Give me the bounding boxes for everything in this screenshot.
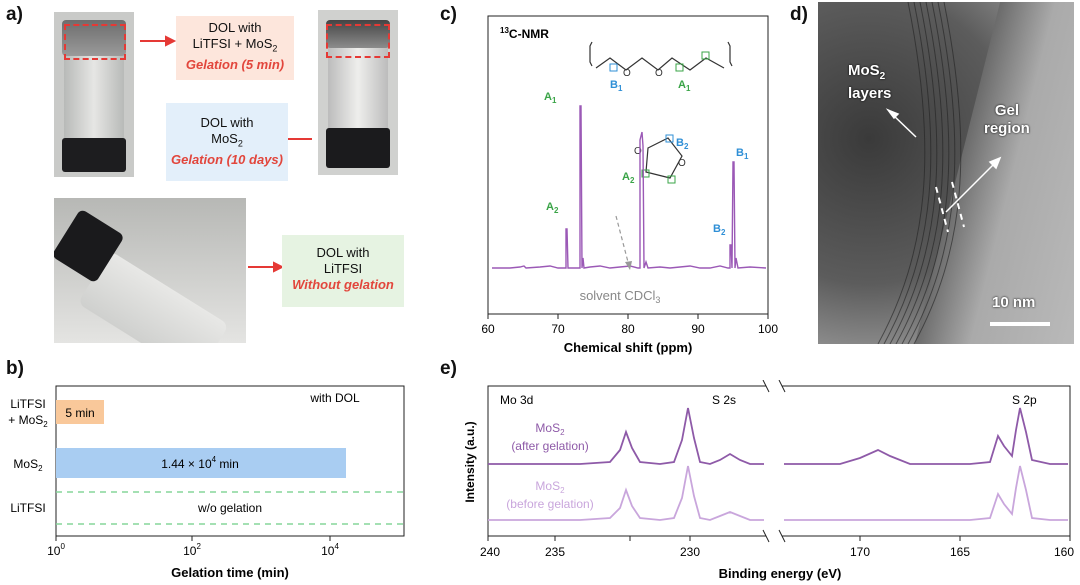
xps-after-right	[784, 407, 1068, 465]
svg-text:O: O	[655, 68, 663, 79]
svg-text:B1: B1	[736, 147, 749, 161]
b-xtick-4: 104	[321, 542, 339, 558]
b-xtick-2: 102	[183, 542, 201, 558]
svg-text:165: 165	[950, 545, 970, 559]
svg-text:Mo 3d: Mo 3d	[500, 393, 533, 407]
svg-text:60: 60	[481, 322, 495, 336]
svg-text:O: O	[623, 68, 631, 79]
svg-text:230: 230	[680, 545, 700, 559]
tem-image: MoS2 layers Gel region 10 nm	[818, 2, 1074, 344]
svg-text:(after gelation): (after gelation)	[511, 439, 588, 453]
svg-text:240: 240	[480, 545, 500, 559]
svg-text:A2: A2	[622, 171, 635, 185]
svg-text:B1: B1	[610, 79, 623, 93]
panel-a-label: a)	[6, 4, 23, 25]
svg-text:solvent CDCl3: solvent CDCl3	[580, 288, 661, 305]
b-bar3-text: w/o gelation	[197, 501, 262, 515]
bar-mos2	[56, 448, 346, 478]
svg-text:70: 70	[551, 322, 565, 336]
svg-text:O: O	[678, 158, 686, 169]
gelation-time-chart: with DOL 5 min 1.44 × 104 min w/o gelati…	[8, 385, 405, 580]
b-xtick-0: 100	[47, 542, 65, 558]
svg-text:O: O	[634, 146, 642, 157]
svg-text:Binding energy (eV): Binding energy (eV)	[719, 566, 842, 581]
b-bar1-text: 5 min	[65, 406, 94, 420]
svg-text:160: 160	[1054, 545, 1074, 559]
svg-text:A1: A1	[544, 91, 557, 105]
svg-text:B2: B2	[676, 137, 689, 151]
panel-c-label: c)	[440, 4, 457, 25]
svg-text:A1: A1	[678, 79, 691, 93]
xps-chart: 240 235 230 170 165 160 Mo 3d S 2s S 2p …	[463, 380, 1074, 581]
svg-text:100: 100	[758, 322, 778, 336]
svg-text:(before gelation): (before gelation)	[506, 497, 593, 511]
b-bar2-text: 1.44 × 104 min	[161, 455, 239, 471]
svg-text:B2: B2	[713, 223, 726, 237]
nmr-chart: 13C-NMR O O B1 A1 O O B2 A2 A2 A1 B1 B2 …	[481, 15, 778, 355]
b-xlabel: Gelation time (min)	[171, 565, 289, 580]
b-row2-label: MoS2	[13, 457, 43, 473]
dol-mos2-box: DOL with MoS2 Gelation (10 days)	[166, 103, 288, 181]
dol-litfsi-mos2-box: DOL with LiTFSI + MoS2 Gelation (5 min)	[176, 16, 294, 80]
svg-text:MoS2: MoS2	[535, 479, 565, 495]
vial-photo-litfsi-tilted	[54, 198, 246, 343]
b-row3-label: LiTFSI	[10, 501, 45, 515]
svg-text:Chemical shift (ppm): Chemical shift (ppm)	[564, 340, 693, 355]
vial-photo-mos2	[318, 10, 398, 175]
b-row1-label: LiTFSI	[10, 397, 45, 411]
b-legend: with DOL	[309, 391, 360, 405]
panel-d-label: d)	[790, 4, 808, 25]
svg-text:170: 170	[850, 545, 870, 559]
nmr-spectrum	[492, 105, 767, 269]
panel-e-label: e)	[440, 358, 457, 379]
svg-text:A2: A2	[546, 201, 559, 215]
bar-litfsi-mos2	[56, 400, 104, 424]
b-row1-label2: + MoS2	[8, 413, 48, 429]
svg-text:13C-NMR: 13C-NMR	[500, 26, 549, 41]
panel-b-label: b)	[6, 358, 24, 379]
svg-text:S 2s: S 2s	[712, 393, 736, 407]
svg-text:S 2p: S 2p	[1012, 393, 1037, 407]
svg-text:90: 90	[691, 322, 705, 336]
svg-text:Intensity (a.u.): Intensity (a.u.)	[463, 421, 477, 502]
svg-text:235: 235	[545, 545, 565, 559]
xps-before-right	[784, 465, 1068, 521]
vial-photo-litfsi-mos2	[54, 12, 134, 177]
xps-before-left	[488, 465, 764, 521]
svg-text:MoS2: MoS2	[535, 421, 565, 437]
dol-litfsi-box: DOL with LiTFSI Without gelation	[282, 235, 404, 307]
svg-text:80: 80	[621, 322, 635, 336]
xps-after-left	[488, 407, 764, 465]
